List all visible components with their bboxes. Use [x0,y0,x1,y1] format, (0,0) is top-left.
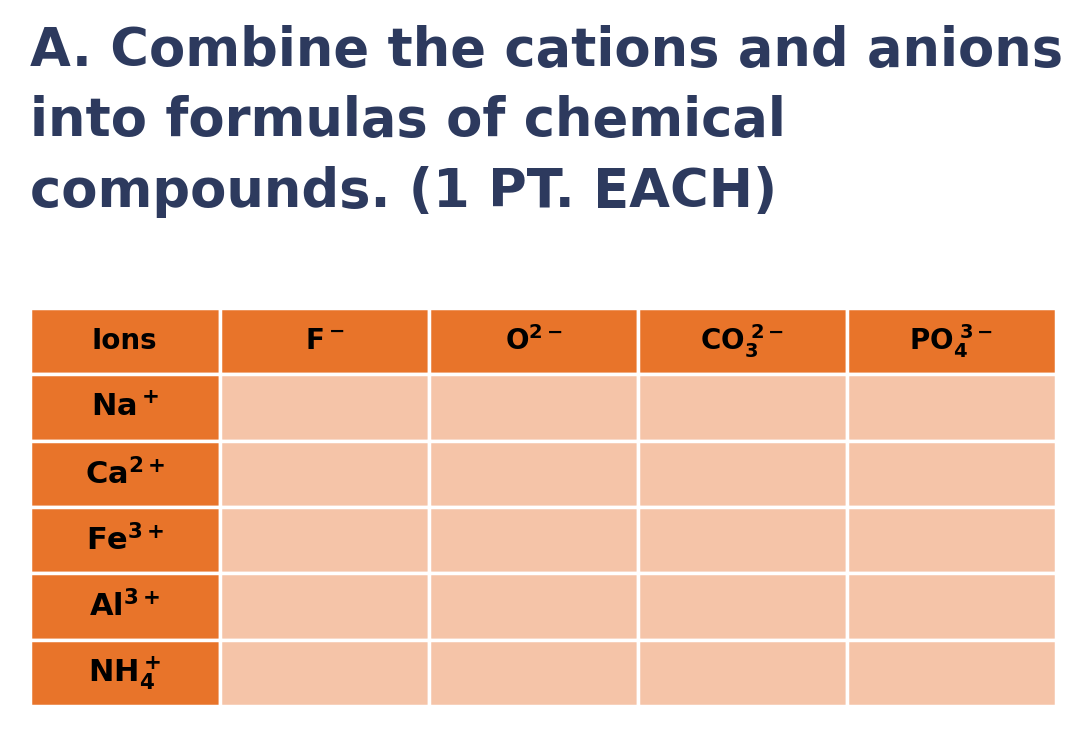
Bar [219,507,429,573]
Bar [638,308,847,374]
Bar [638,441,847,507]
Bar [30,308,219,374]
Bar [429,308,638,374]
Bar [30,374,219,441]
Bar [429,441,638,507]
Bar [638,573,847,640]
Bar [30,441,219,507]
Text: $\mathbf{Al^{3+}}$: $\mathbf{Al^{3+}}$ [90,590,160,623]
Bar [638,640,847,706]
Bar [30,573,219,640]
Bar [847,640,1056,706]
Text: $\mathbf{F^-}$: $\mathbf{F^-}$ [305,327,343,355]
Bar [638,374,847,441]
Bar [847,308,1056,374]
Text: $\mathbf{O^{2-}}$: $\mathbf{O^{2-}}$ [504,326,562,356]
Text: A. Combine the cations and anions
into formulas of chemical
compounds. (1 PT. EA: A. Combine the cations and anions into f… [30,25,1063,218]
Bar [847,441,1056,507]
Bar [847,573,1056,640]
Bar [429,374,638,441]
Bar [219,308,429,374]
Bar [429,507,638,573]
Text: $\mathbf{Fe^{3+}}$: $\mathbf{Fe^{3+}}$ [85,524,164,556]
Bar [219,640,429,706]
Text: $\mathbf{Na^+}$: $\mathbf{Na^+}$ [91,393,159,422]
Bar [847,374,1056,441]
Text: $\mathbf{CO_3^{\ 2-}}$: $\mathbf{CO_3^{\ 2-}}$ [700,322,784,360]
Bar [30,640,219,706]
Bar [219,573,429,640]
Text: $\mathbf{Ca^{2+}}$: $\mathbf{Ca^{2+}}$ [85,458,165,490]
Bar [429,573,638,640]
Text: Ions: Ions [92,327,158,355]
Bar [219,441,429,507]
Text: $\mathbf{PO_4^{\ 3-}}$: $\mathbf{PO_4^{\ 3-}}$ [909,322,994,360]
Bar [429,640,638,706]
Bar [30,507,219,573]
Bar [847,507,1056,573]
Bar [638,507,847,573]
Bar [219,374,429,441]
Text: $\mathbf{NH_4^+}$: $\mathbf{NH_4^+}$ [89,654,161,692]
